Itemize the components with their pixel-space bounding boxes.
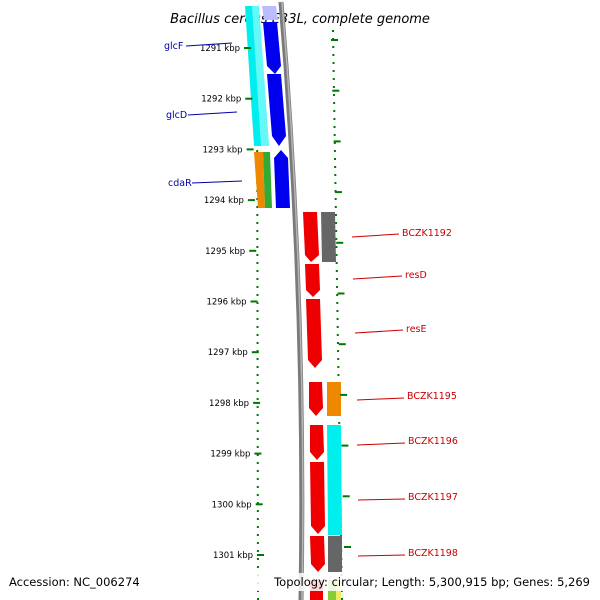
- leader-line: [191, 180, 243, 184]
- tick-label: 1295 kbp: [205, 247, 245, 257]
- gene-cdaR-green: [263, 152, 272, 208]
- gene-resD-red: [305, 264, 320, 297]
- leader-line: [185, 42, 233, 47]
- leader-line: [357, 498, 406, 501]
- leader-line: [354, 329, 404, 334]
- tick-label: 1293 kbp: [203, 145, 243, 155]
- tick-label: 1301 kbp: [213, 551, 253, 561]
- gene-label-resE[interactable]: resE: [406, 324, 427, 335]
- genome-backbone-highlight: [281, 1, 304, 600]
- gene-BCZK1195-orange: [327, 382, 341, 416]
- leader-line: [351, 233, 400, 238]
- tick-label: 1294 kbp: [204, 196, 244, 206]
- tick-label: 1292 kbp: [201, 95, 241, 105]
- gene-cdaR-orange: [254, 152, 265, 208]
- gene-label-BCZK1192[interactable]: BCZK1192: [402, 228, 452, 239]
- gene-blue-arrow-1: [263, 22, 281, 74]
- gene-BCZK1198-red: [310, 536, 325, 572]
- tick-label: 1298 kbp: [209, 399, 249, 409]
- tick-label: 1291 kbp: [200, 44, 240, 54]
- gene-BCZK1198-gray: [328, 536, 342, 572]
- gene-label-BCZK1198[interactable]: BCZK1198: [408, 548, 458, 559]
- gene-label-BCZK1197[interactable]: BCZK1197: [408, 492, 458, 503]
- gene-label-glcD[interactable]: glcD: [166, 110, 187, 121]
- gene-label-glcF[interactable]: glcF: [164, 41, 183, 52]
- gene-blue-arrow-3: [274, 150, 290, 208]
- gene-label-BCZK1196[interactable]: BCZK1196: [408, 436, 458, 447]
- footer-bg: [255, 573, 600, 591]
- gene-top-stub: [262, 6, 278, 20]
- leader-line: [187, 111, 238, 116]
- gene-BCZK1196-cyan: [327, 425, 342, 535]
- gene-BCZK1197-red: [310, 462, 325, 534]
- gene-label-resD[interactable]: resD: [405, 270, 427, 281]
- genome-backbone: [278, 1, 305, 600]
- accession-text: Accession: NC_006274: [9, 575, 140, 589]
- leader-line: [357, 554, 406, 557]
- gene-BCZK1195-red: [309, 382, 323, 416]
- tick-label: 1296 kbp: [206, 298, 246, 308]
- gene-blue-arrow-2: [267, 74, 286, 146]
- gene-label-BCZK1195[interactable]: BCZK1195: [407, 391, 457, 402]
- tick-label: 1300 kbp: [212, 500, 252, 510]
- gene-BCZK1192-gray: [321, 212, 336, 262]
- gene-resE-red: [306, 299, 322, 368]
- gene-label-layer: glcF glcD cdaR BCZK1192 resD resE BCZK1195 BCZK…: [164, 41, 458, 559]
- leader-line: [356, 397, 405, 401]
- gene-glcF-cyan-highlight: [252, 6, 269, 146]
- map-title: Bacillus cereus E33L, complete genome: [170, 12, 430, 27]
- leader-line: [352, 275, 403, 280]
- gene-label-cdaR[interactable]: cdaR: [168, 178, 192, 189]
- leader-line: [356, 442, 406, 446]
- gene-BCZK1196-red: [310, 425, 324, 460]
- gene-BCZK1192-red: [303, 212, 319, 262]
- tick-label: 1299 kbp: [210, 450, 250, 460]
- tick-layer: 1291 kbp 1292 kbp 1293 kbp 1294 kbp 1295 kbp…: [200, 39, 351, 561]
- tick-label: 1297 kbp: [208, 348, 248, 358]
- topology-text: Topology: circular; Length: 5,300,915 bp…: [273, 575, 590, 589]
